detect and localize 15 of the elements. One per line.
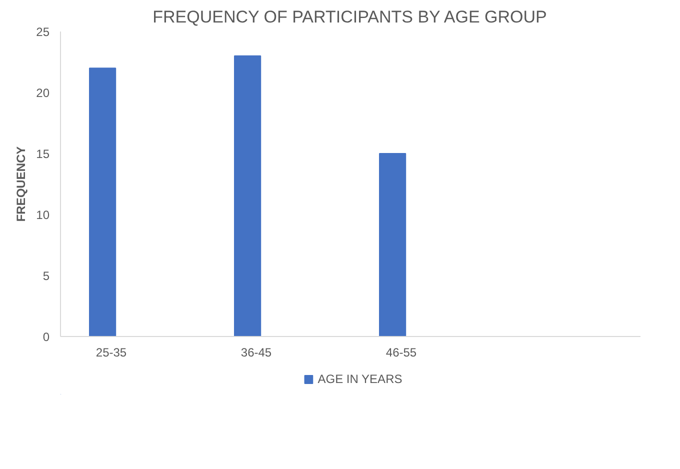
bar bbox=[234, 55, 262, 336]
y-tick-label: 0 bbox=[42, 330, 50, 344]
y-tick-label: 10 bbox=[36, 208, 50, 222]
y-tick-label: 25 bbox=[36, 25, 50, 39]
y-tick-label: 20 bbox=[36, 86, 50, 100]
x-tick-label: 36-45 bbox=[240, 346, 272, 360]
y-tick-label: 15 bbox=[36, 147, 50, 161]
bar bbox=[379, 153, 406, 336]
x-tick-label: 46-55 bbox=[386, 346, 417, 360]
x-tick-label: 25-35 bbox=[96, 346, 127, 360]
legend-label: AGE IN YEARS bbox=[318, 372, 402, 386]
y-axis-title: FREQUENCY bbox=[14, 146, 28, 222]
chart-title: FREQUENCY OF PARTICIPANTS BY AGE GROUP bbox=[152, 8, 547, 26]
y-tick-label: 5 bbox=[42, 269, 50, 283]
bar bbox=[89, 68, 116, 336]
